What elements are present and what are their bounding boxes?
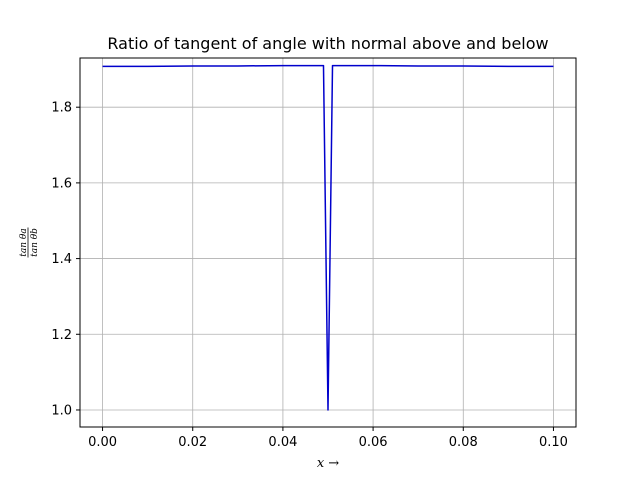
ticks-layer: 0.00 0.02 0.04 0.06 0.08 0.10 1.0 1.2 1.4 1.6 1.8 — [51, 101, 568, 450]
y-axis-label-numerator: tan θa — [19, 228, 29, 256]
x-tick-label: 0.02 — [178, 435, 207, 450]
x-tick-label: 0.04 — [268, 435, 297, 450]
series-layer — [102, 64, 554, 411]
series-line — [102, 64, 554, 411]
x-tick-label: 0.06 — [359, 435, 388, 450]
y-tick-label: 1.4 — [51, 252, 72, 267]
y-axis-label-denominator: tan θb — [30, 228, 40, 257]
x-tick-label: 0.00 — [88, 435, 117, 450]
y-tick-label: 1.8 — [51, 101, 72, 116]
plot-frame — [79, 57, 577, 428]
y-tick-label: 1.6 — [51, 176, 72, 191]
chart-title: Ratio of tangent of angle with normal ab… — [107, 34, 548, 53]
x-tick-label: 0.10 — [539, 435, 568, 450]
grid-layer — [80, 58, 576, 427]
y-axis-label: tan θa tan θb — [19, 227, 40, 258]
y-tick-label: 1.2 — [51, 328, 72, 343]
x-axis-label: x → — [317, 456, 339, 471]
y-tick-label: 1.0 — [51, 403, 72, 418]
x-tick-label: 0.08 — [449, 435, 478, 450]
